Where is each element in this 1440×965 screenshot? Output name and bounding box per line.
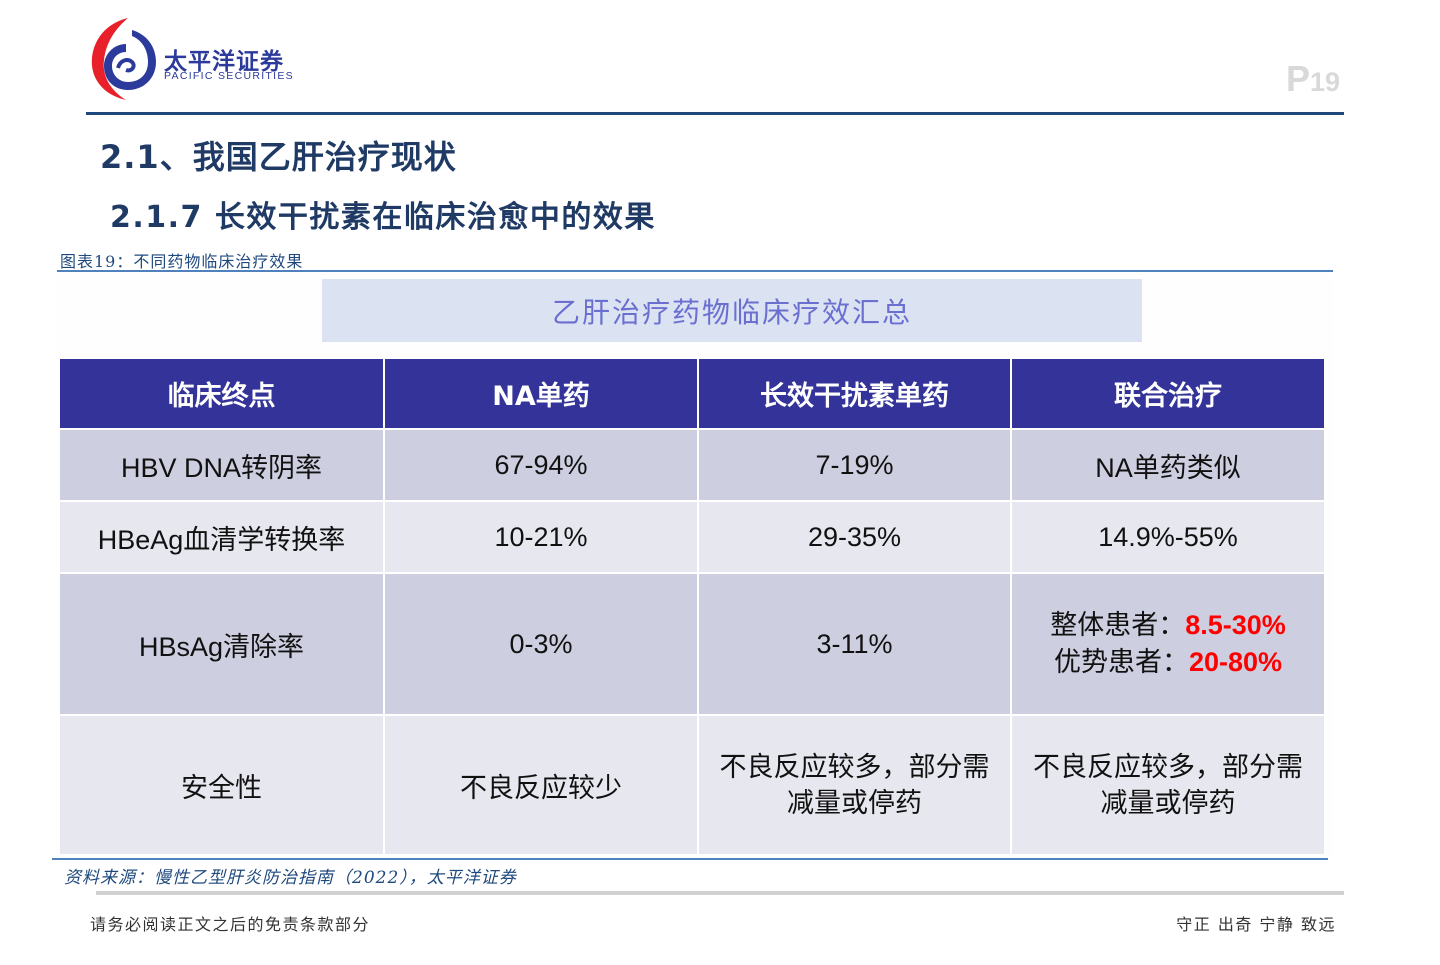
source-rule (52, 858, 1328, 860)
efficacy-table: 临床终点 NA单药 长效干扰素单药 联合治疗 HBV DNA转阴率 67-94%… (58, 357, 1326, 856)
overall-value: 8.5-30% (1185, 610, 1286, 640)
company-logo: 太平洋证券 PACIFIC SECURITIES (88, 16, 293, 102)
safety-line-1: 不良反应较多，部分需 (1033, 752, 1303, 782)
footer-divider (96, 891, 1344, 895)
header-endpoint: 临床终点 (58, 357, 385, 430)
cell-combo: 整体患者：8.5-30% 优势患者：20-80% (1010, 572, 1326, 716)
cell-combo: 不良反应较多，部分需 减量或停药 (1010, 714, 1326, 856)
pacific-securities-logo-icon (91, 18, 156, 100)
logo-text-en: PACIFIC SECURITIES (164, 70, 294, 82)
header-combo: 联合治疗 (1010, 357, 1326, 430)
cell-endpoint: HBV DNA转阴率 (58, 428, 385, 502)
cell-na: 不良反应较少 (383, 714, 699, 856)
combo-line-overall: 整体患者：8.5-30% (1012, 607, 1324, 644)
cell-peg-ifn: 不良反应较多，部分需 减量或停药 (697, 714, 1012, 856)
cell-peg-ifn: 3-11% (697, 572, 1012, 716)
cell-endpoint: HBsAg清除率 (58, 572, 385, 716)
safety-line-2: 减量或停药 (787, 788, 922, 818)
figure-source: 资料来源：慢性乙型肝炎防治指南（2022），太平洋证券 (64, 868, 517, 888)
cell-endpoint: 安全性 (58, 714, 385, 856)
table-header-row: 临床终点 NA单药 长效干扰素单药 联合治疗 (58, 357, 1326, 430)
safety-line-2: 减量或停药 (1100, 788, 1236, 818)
logo-text-cn: 太平洋证券 (164, 49, 284, 75)
combo-line-advantaged: 优势患者：20-80% (1012, 644, 1324, 681)
overall-label: 整体患者： (1050, 610, 1186, 641)
cell-peg-ifn: 29-35% (697, 500, 1012, 574)
section-title: 2.1、我国乙肝治疗现状 (100, 138, 457, 176)
figure-caption: 图表19：不同药物临床治疗效果 (60, 252, 304, 271)
safety-line-1: 不良反应较多，部分需 (719, 752, 990, 782)
table-banner-title: 乙肝治疗药物临床疗效汇总 (322, 279, 1142, 342)
table-row: HBeAg血清学转换率 10-21% 29-35% 14.9%-55% (58, 500, 1326, 574)
page-number: P19 (1286, 58, 1340, 100)
footer-motto: 守正 出奇 宁静 致远 (1176, 915, 1336, 934)
table-row: 安全性 不良反应较少 不良反应较多，部分需 减量或停药 不良反应较多，部分需 减… (58, 714, 1326, 856)
table-row: HBsAg清除率 0-3% 3-11% 整体患者：8.5-30% 优势患者：20… (58, 572, 1326, 716)
cell-na: 0-3% (383, 572, 699, 716)
advantaged-value: 20-80% (1188, 647, 1283, 677)
cell-combo: 14.9%-55% (1010, 500, 1326, 574)
header-peg-ifn: 长效干扰素单药 (697, 357, 1012, 430)
section-subtitle: 2.1.7 长效干扰素在临床治愈中的效果 (110, 200, 656, 235)
header-na: NA单药 (383, 357, 699, 430)
figure-caption-rule (57, 270, 1333, 272)
cell-endpoint: HBeAg血清学转换率 (58, 500, 385, 574)
footer-disclaimer: 请务必阅读正文之后的免责条款部分 (90, 915, 371, 934)
cell-na: 67-94% (383, 428, 699, 502)
page-prefix: P (1285, 58, 1310, 99)
cell-na: 10-21% (383, 500, 699, 574)
cell-combo: NA单药类似 (1010, 428, 1326, 502)
table-row: HBV DNA转阴率 67-94% 7-19% NA单药类似 (58, 428, 1326, 502)
cell-peg-ifn: 7-19% (697, 428, 1012, 502)
header-divider (86, 112, 1344, 115)
page-number-value: 19 (1309, 67, 1340, 97)
advantaged-label: 优势患者： (1053, 647, 1189, 678)
